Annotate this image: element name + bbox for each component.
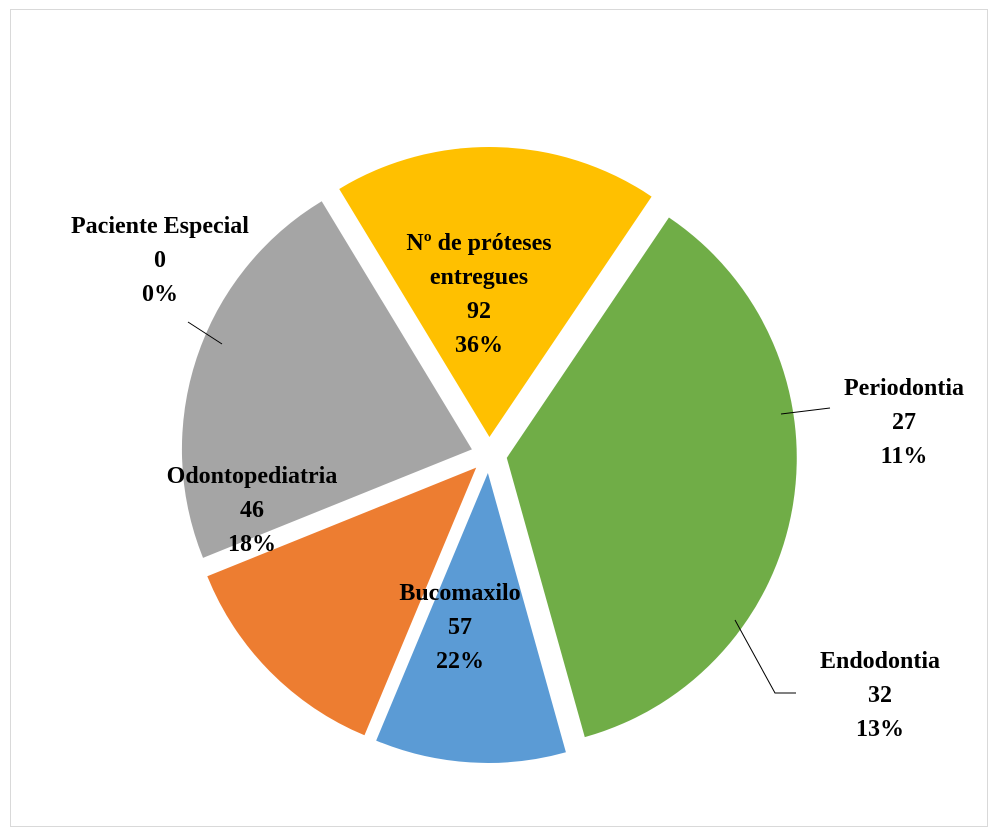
data-label-name-paciente-especial: Paciente Especial xyxy=(71,213,249,239)
leader-line-periodontia xyxy=(780,407,831,415)
data-label-value-endodontia: 32 xyxy=(868,682,892,708)
data-label-percent-periodontia: 11% xyxy=(881,443,928,469)
pie-slice-odontopediatria xyxy=(339,147,652,438)
data-label-name-endodontia: Endodontia xyxy=(820,648,940,674)
data-label-percent-odontopediatria: 18% xyxy=(228,531,276,557)
data-label-name-bucomaxilo: Bucomaxilo xyxy=(399,580,520,606)
data-label-value-paciente-especial: 0 xyxy=(154,247,166,273)
data-label-percent-n-de-proteses-entregues: 36% xyxy=(455,332,503,358)
pie-slice-bucomaxilo xyxy=(181,201,472,558)
data-label-value-periodontia: 27 xyxy=(892,409,916,435)
pie-slice-n-de-proteses-entregues xyxy=(506,217,797,738)
data-label-name-periodontia: Periodontia xyxy=(844,375,964,401)
data-label-percent-paciente-especial: 0% xyxy=(142,281,178,307)
pie-slice-endodontia xyxy=(207,467,477,736)
data-label-name-odontopediatria: Odontopediatria xyxy=(167,463,338,489)
data-label-name-n-de-proteses-entregues-2: entregues xyxy=(430,264,528,290)
data-label-name-n-de-proteses-entregues: Nº de próteses xyxy=(406,230,551,256)
data-label-value-odontopediatria: 46 xyxy=(240,497,264,523)
pie-slice-periodontia xyxy=(376,472,566,763)
leader-line-endodontia xyxy=(734,619,796,694)
leader-line-paciente-especial xyxy=(187,321,223,345)
data-label-value-n-de-proteses-entregues: 92 xyxy=(467,298,491,324)
data-label-value-bucomaxilo: 57 xyxy=(448,614,472,640)
data-label-percent-endodontia: 13% xyxy=(856,716,904,742)
data-label-percent-bucomaxilo: 22% xyxy=(436,648,484,674)
